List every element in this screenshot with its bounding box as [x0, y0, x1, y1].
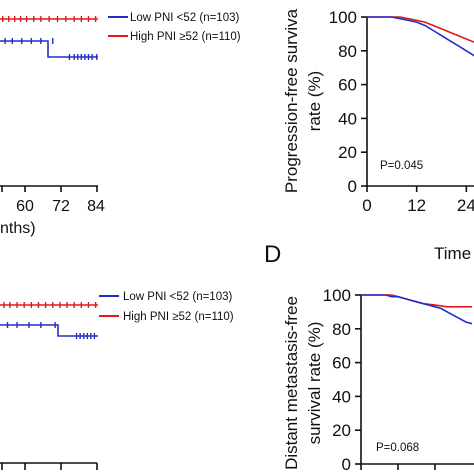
- top-right-x-tick-label-0: 0: [362, 196, 371, 215]
- top-left-x-tick-label-60: 60: [16, 198, 34, 215]
- bottom-right-y-tick-label-0: 0: [342, 455, 351, 474]
- top-right-x-ticks: 012243: [362, 186, 474, 215]
- bottom-left-censor-marks-high: [3, 302, 97, 308]
- bottom-right-y-tick-label-20: 20: [332, 421, 351, 440]
- top-left-x-tick-label-84: 84: [87, 198, 105, 215]
- top-left-curve-low-pni: [0, 40, 98, 58]
- panel-top-right: Progression-free surviva rate (%) 0 20 40 6…: [282, 8, 474, 263]
- bottom-left-x-ticks: [1, 463, 98, 470]
- bottom-right-y-tick-label-80: 80: [332, 320, 351, 339]
- bottom-right-y-tick-label-60: 60: [332, 354, 351, 373]
- bottom-right-y-axis-label-line2: survival rate (%): [305, 322, 324, 445]
- panel-letter-d: D: [264, 241, 281, 268]
- top-left-legend-label-low: Low PNI <52 (n=103): [130, 12, 239, 24]
- top-left-censor-marks-high: [2, 16, 97, 22]
- bottom-right-curve-high-pni: [361, 294, 472, 308]
- top-right-y-tick-label-100: 100: [329, 8, 357, 27]
- top-right-x-axis-label: Time: [434, 244, 471, 263]
- top-right-y-tick-label-40: 40: [338, 109, 357, 128]
- panel-bottom-left: Low PNI <52 (n=103) High PNI ≥52 (n=110): [0, 291, 234, 470]
- top-right-curve-low-pni: [367, 16, 474, 57]
- top-right-y-axis-label-line1: Progression-free surviva: [282, 8, 301, 193]
- bottom-left-legend: Low PNI <52 (n=103) High PNI ≥52 (n=110): [99, 291, 234, 323]
- bottom-right-y-tick-label-40: 40: [332, 387, 351, 406]
- top-right-y-ticks: 0 20 40 60 80 100: [329, 8, 367, 196]
- top-left-x-tick-label-72: 72: [52, 198, 70, 215]
- top-left-legend: Low PNI <52 (n=103) High PNI ≥52 (n=110): [108, 12, 241, 43]
- top-right-y-axis-label-line2: rate (%): [305, 71, 324, 131]
- top-right-y-tick-label-80: 80: [338, 42, 357, 61]
- top-right-y-tick-label-0: 0: [348, 177, 357, 196]
- panel-top-left: 60 72 84 nths) Low PNI <52 (n=103) High …: [0, 12, 241, 237]
- top-left-legend-label-high: High PNI ≥52 (n=110): [130, 31, 241, 43]
- top-right-y-tick-label-60: 60: [338, 76, 357, 95]
- panel-bottom-right: Distant metastasis-free survival rate (%…: [282, 286, 474, 474]
- top-left-x-axis-label: nths): [0, 220, 36, 237]
- top-left-x-ticks: [1, 186, 98, 192]
- bottom-right-x-ticks: [360, 464, 436, 470]
- bottom-left-legend-label-low: Low PNI <52 (n=103): [123, 291, 232, 303]
- bottom-right-curve-low-pni: [361, 294, 473, 325]
- bottom-right-y-tick-label-100: 100: [323, 286, 351, 305]
- bottom-right-y-ticks: 0 20 40 60 80 100: [323, 286, 361, 474]
- bottom-right-y-axis-label-line1: Distant metastasis-free: [282, 296, 301, 470]
- top-right-x-tick-label-12: 12: [407, 196, 426, 215]
- top-right-x-tick-label-24: 24: [457, 196, 474, 215]
- top-left-censor-marks-low: [4, 38, 98, 60]
- top-right-p-value: P=0.045: [380, 160, 423, 172]
- top-right-curve-high-pni: [367, 16, 474, 43]
- bottom-left-censor-marks-low: [6, 322, 96, 339]
- bottom-right-p-value: P=0.068: [376, 442, 419, 454]
- bottom-left-legend-label-high: High PNI ≥52 (n=110): [123, 311, 234, 323]
- top-right-y-tick-label-20: 20: [338, 143, 357, 162]
